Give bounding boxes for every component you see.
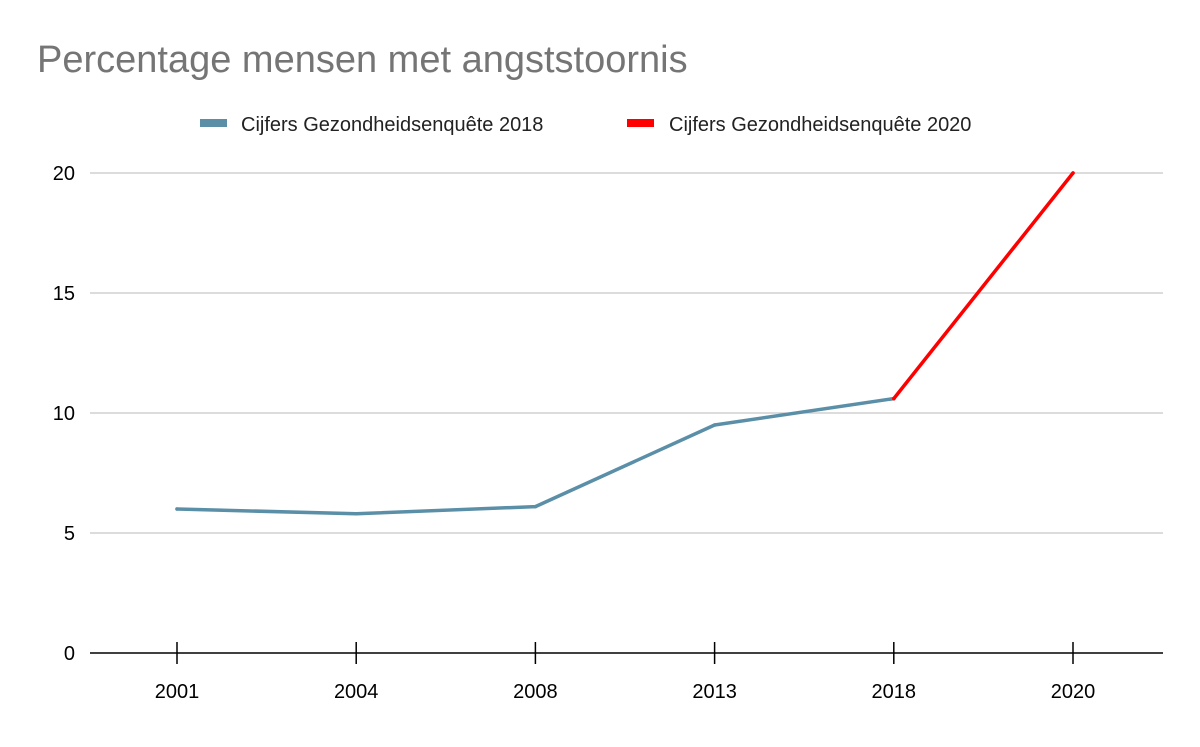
y-axis-ticks: 0 5 10 15 20 bbox=[53, 163, 75, 665]
y-tick-label: 20 bbox=[53, 163, 75, 185]
legend-label: Cijfers Gezondheidsenquête 2018 bbox=[241, 114, 543, 136]
x-tick-label: 2001 bbox=[155, 681, 200, 703]
series-line-1 bbox=[175, 396, 896, 516]
data-point bbox=[712, 423, 717, 427]
y-tick-label: 10 bbox=[53, 403, 75, 425]
gridlines bbox=[90, 172, 1163, 534]
x-tick-label: 2013 bbox=[692, 681, 737, 703]
data-point bbox=[533, 504, 538, 509]
chart-title: Percentage mensen met angststoornis bbox=[37, 39, 688, 81]
series-line-2 bbox=[892, 171, 1075, 401]
data-point bbox=[175, 507, 179, 511]
data-point bbox=[892, 396, 896, 401]
data-point bbox=[1071, 171, 1075, 175]
x-tick-label: 2008 bbox=[513, 681, 558, 703]
y-tick-label: 5 bbox=[64, 523, 75, 545]
series-layer bbox=[175, 171, 1075, 516]
x-axis: 2001 2004 2008 2013 2018 2020 bbox=[90, 642, 1163, 703]
x-tick-label: 2020 bbox=[1051, 681, 1096, 703]
legend-swatch bbox=[200, 119, 227, 127]
legend-swatch bbox=[627, 119, 654, 127]
x-tick-label: 2004 bbox=[334, 681, 379, 703]
x-tick-label: 2018 bbox=[872, 681, 917, 703]
y-tick-label: 0 bbox=[64, 643, 75, 665]
legend-label: Cijfers Gezondheidsenquête 2020 bbox=[669, 114, 971, 136]
legend: Cijfers Gezondheidsenquête 2018 Cijfers G… bbox=[200, 114, 971, 136]
y-tick-label: 15 bbox=[53, 283, 75, 305]
data-point bbox=[354, 512, 358, 516]
